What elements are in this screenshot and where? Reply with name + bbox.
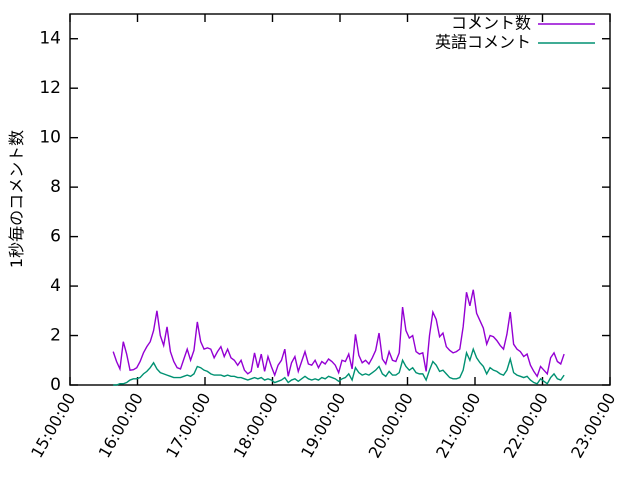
x-tick-label: 18:00:00	[230, 390, 282, 462]
y-tick-label: 14	[39, 29, 61, 49]
series-line-1	[112, 289, 565, 378]
y-tick-label: 10	[39, 128, 61, 148]
x-tick-label: 17:00:00	[162, 390, 214, 462]
y-tick-label: 6	[50, 227, 61, 247]
legend-label-2: 英語コメント	[435, 33, 531, 52]
y-tick-label: 0	[50, 375, 61, 395]
y-tick-label: 8	[50, 177, 61, 197]
x-tick-label: 22:00:00	[500, 390, 552, 462]
x-tick-label: 19:00:00	[297, 390, 349, 462]
x-tick-label: 21:00:00	[432, 390, 484, 462]
y-axis-title: 1秒毎のコメント数	[7, 130, 26, 268]
y-tick-label: 4	[50, 276, 61, 296]
legend-label-1: コメント数	[451, 14, 531, 33]
series-layer	[112, 289, 565, 386]
x-tick-label: 23:00:00	[567, 390, 619, 462]
series-line-2	[113, 346, 565, 386]
x-tick-label: 15:00:00	[27, 390, 79, 462]
x-axis: 15:00:00 16:00:00 17:00:00 18:00:00 19:00:00…	[27, 14, 619, 461]
x-tick-label: 16:00:00	[95, 390, 147, 462]
x-tick-label: 20:00:00	[365, 390, 417, 462]
y-tick-label: 2	[50, 326, 61, 346]
y-axis: 0 2 4 6 8 10 12 14	[39, 29, 610, 395]
y-tick-label: 12	[39, 78, 61, 98]
plot-frame	[69, 13, 611, 386]
